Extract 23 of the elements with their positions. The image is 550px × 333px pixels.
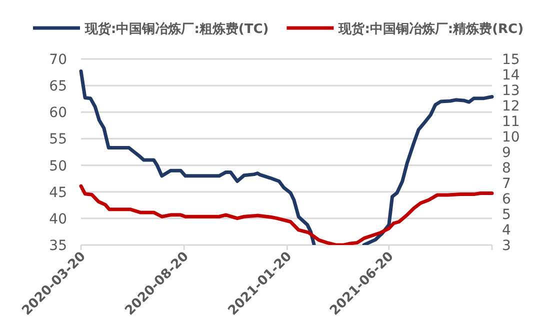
y2-tick-label: 12 [502, 98, 520, 114]
y2-tick-label: 6 [502, 192, 511, 208]
y-tick-label: 70 [49, 52, 67, 68]
y2-tick-label: 13 [502, 83, 520, 99]
y2-tick-label: 3 [502, 238, 511, 254]
y2-tick-label: 7 [502, 176, 511, 192]
y2-tick-label: 8 [502, 160, 511, 176]
y2-tick-label: 11 [502, 114, 520, 130]
y2-tick-label: 4 [502, 222, 511, 238]
y-tick-label: 45 [49, 184, 67, 201]
y2-tick-label: 15 [502, 52, 520, 68]
y-tick-label: 55 [49, 132, 67, 148]
y2-tick-label: 9 [502, 145, 511, 161]
y2-tick-label: 5 [502, 207, 511, 223]
legend-label: 现货:中国铜冶炼厂:精炼费(RC) [338, 21, 524, 37]
y-tick-label: 35 [49, 238, 67, 254]
y2-tick-label: 10 [502, 130, 520, 146]
y-tick-label: 60 [49, 105, 67, 122]
y-tick-label: 40 [49, 211, 67, 228]
y-tick-label: 65 [49, 78, 67, 95]
y2-tick-label: 14 [502, 68, 520, 84]
y-tick-label: 50 [49, 158, 67, 174]
legend-label: 现货:中国铜冶炼厂:粗炼费(TC) [84, 21, 269, 37]
